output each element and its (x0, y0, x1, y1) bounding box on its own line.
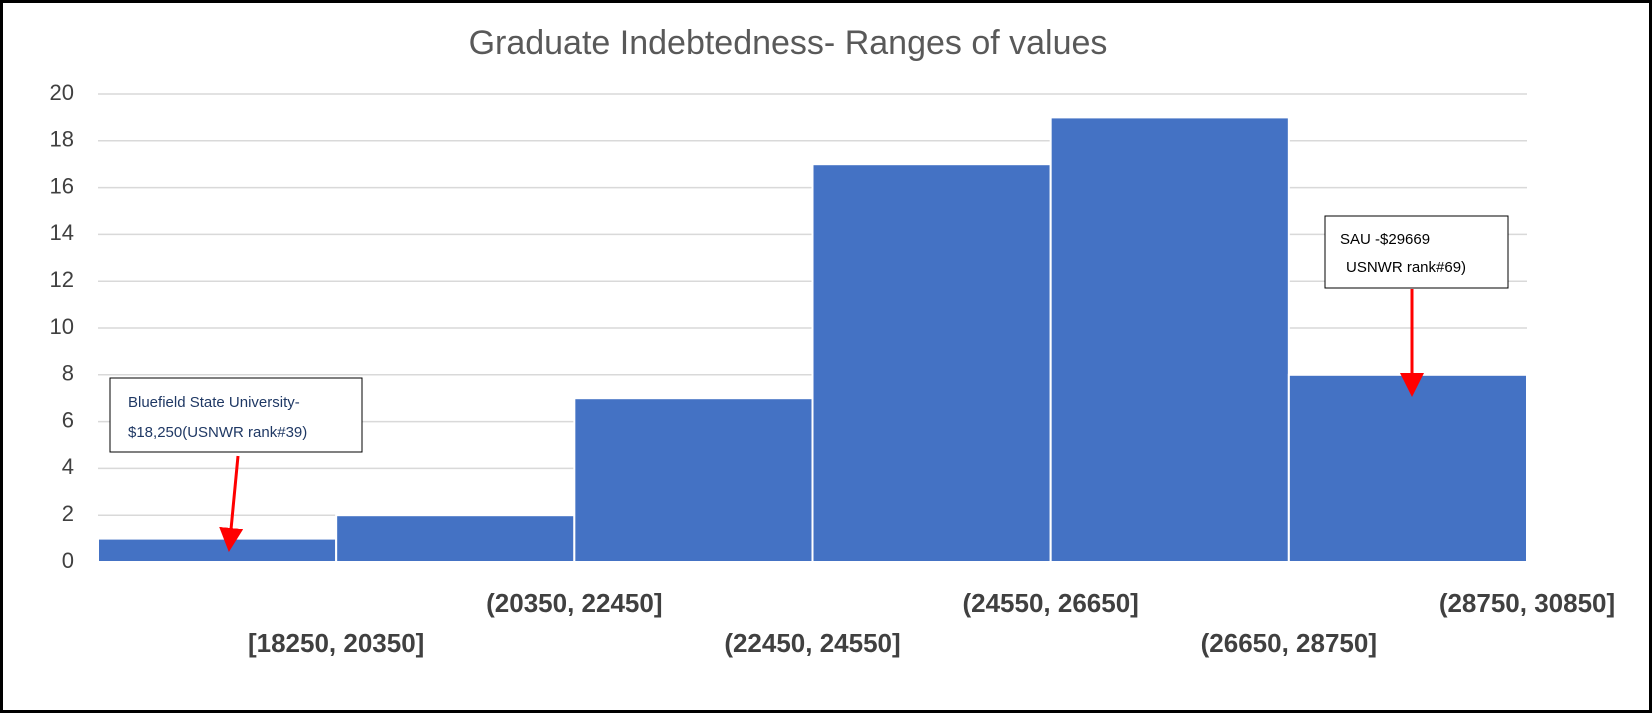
y-tick-label: 18 (50, 127, 74, 152)
annotation-text: $18,250(USNWR rank#39) (128, 424, 307, 441)
annotation-text: SAU -$29669 (1340, 231, 1430, 248)
x-tick-label: (28750, 30850] (1439, 588, 1615, 618)
x-tick-label: (24550, 26650] (962, 588, 1138, 618)
y-tick-label: 6 (62, 407, 74, 432)
y-tick-label: 8 (62, 361, 74, 386)
annotation-arrow (219, 455, 244, 552)
bar (335, 514, 576, 564)
annotation-box (109, 377, 363, 453)
bar (573, 397, 814, 564)
y-tick-label: 4 (62, 454, 74, 479)
y-tick-label: 14 (50, 220, 74, 245)
x-tick-label: (26650, 28750] (1201, 628, 1377, 658)
bar (1287, 373, 1529, 563)
y-tick-label: 20 (50, 80, 74, 105)
y-tick-label: 12 (50, 267, 74, 292)
annotation-text: USNWR rank#69) (1346, 259, 1466, 276)
x-tick-label: [18250, 20350] (248, 628, 424, 658)
y-tick-label: 0 (62, 548, 74, 573)
bar (97, 537, 338, 563)
y-tick-label: 2 (62, 501, 74, 526)
x-tick-label: (22450, 24550] (724, 628, 900, 658)
bar (1049, 116, 1290, 564)
y-tick-label: 10 (50, 314, 74, 339)
annotation-text: Bluefield State University- (128, 394, 300, 411)
annotation-box (1324, 215, 1509, 289)
bar (811, 163, 1052, 563)
chart-title: Graduate Indebtedness- Ranges of values (469, 24, 1108, 62)
y-tick-label: 16 (50, 173, 74, 198)
x-tick-label: (20350, 22450] (486, 588, 662, 618)
